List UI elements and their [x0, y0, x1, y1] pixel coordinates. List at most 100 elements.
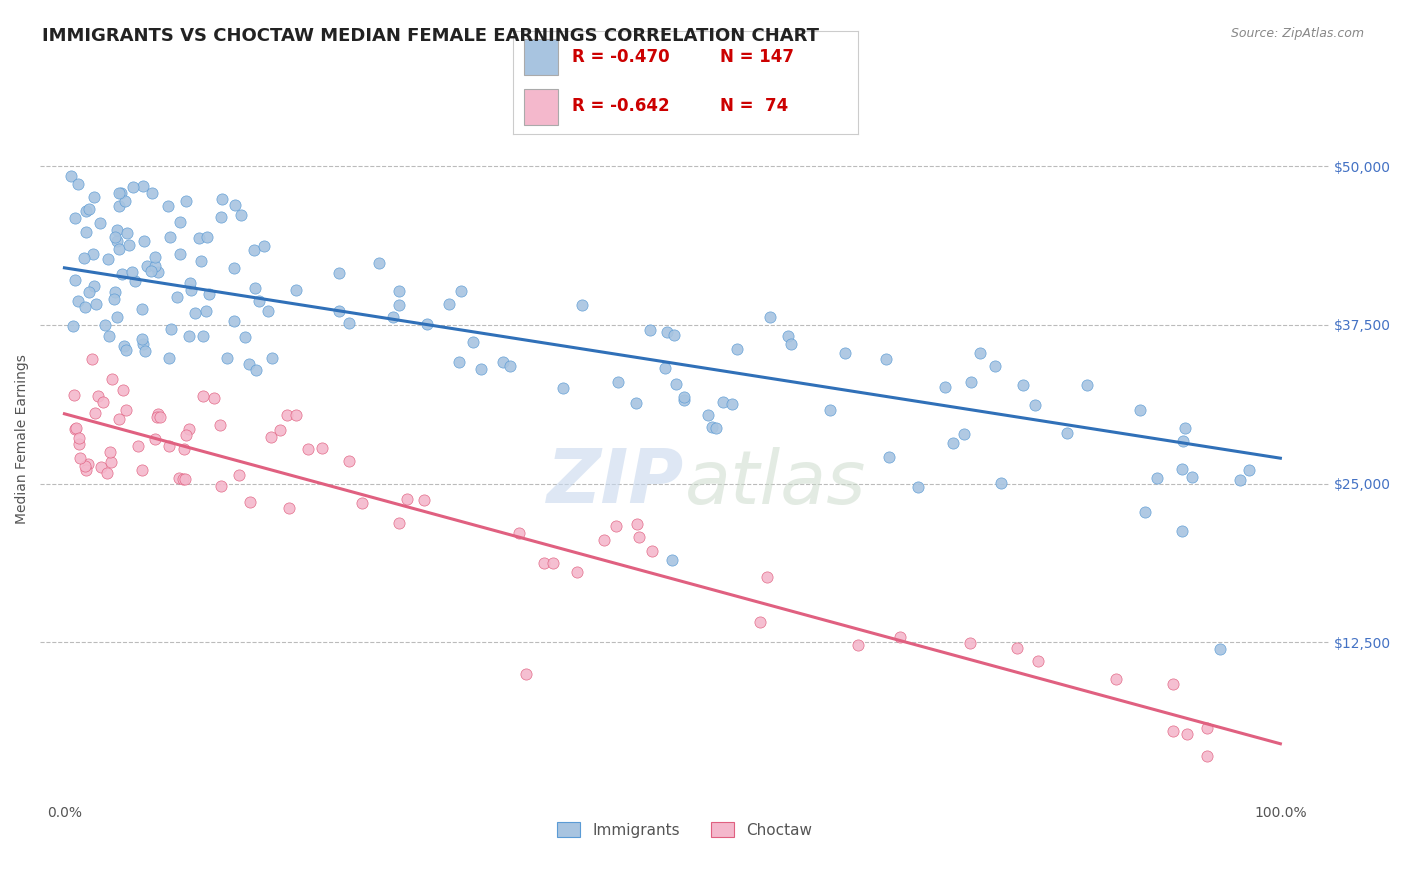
Point	[388, 516, 411, 531]
Point	[134, 234, 156, 248]
Point	[132, 336, 155, 351]
Point	[143, 260, 166, 274]
Text: ZIP: ZIP	[547, 446, 685, 519]
Point	[533, 556, 555, 570]
Point	[1171, 524, 1194, 539]
Point	[80, 351, 103, 366]
Point	[508, 526, 530, 541]
FancyBboxPatch shape	[523, 39, 558, 75]
Point	[169, 215, 191, 229]
Point	[104, 230, 127, 244]
Point	[100, 455, 122, 469]
Text: N = 147: N = 147	[720, 48, 794, 66]
Point	[551, 381, 574, 395]
Point	[641, 543, 664, 558]
Point	[172, 472, 194, 486]
Point	[177, 421, 200, 435]
Point	[136, 259, 159, 273]
Point	[416, 317, 439, 331]
Point	[179, 328, 201, 343]
Point	[499, 359, 522, 374]
Point	[1024, 398, 1046, 412]
Point	[174, 194, 197, 209]
Point	[87, 389, 110, 403]
Point	[111, 268, 134, 282]
Point	[969, 346, 991, 360]
Point	[67, 431, 90, 445]
Point	[412, 492, 434, 507]
Point	[75, 203, 97, 218]
Point	[131, 463, 153, 477]
Point	[93, 394, 115, 409]
Point	[98, 445, 121, 459]
Point	[381, 310, 404, 325]
Point	[711, 395, 734, 409]
Point	[450, 284, 472, 298]
Point	[65, 273, 87, 287]
Point	[105, 234, 128, 248]
Point	[388, 285, 411, 299]
Point	[990, 475, 1012, 490]
Text: N =  74: N = 74	[720, 96, 789, 114]
Point	[1012, 378, 1035, 392]
Point	[571, 298, 593, 312]
Point	[875, 352, 897, 367]
Point	[276, 409, 298, 423]
Point	[437, 297, 460, 311]
Point	[89, 216, 111, 230]
Point	[77, 457, 100, 471]
Point	[725, 343, 748, 357]
Point	[1056, 425, 1078, 440]
Point	[700, 420, 723, 434]
Point	[180, 283, 202, 297]
Point	[952, 426, 974, 441]
Point	[217, 351, 239, 365]
Point	[115, 343, 138, 357]
Point	[607, 376, 630, 390]
Point	[124, 274, 146, 288]
Point	[593, 533, 616, 547]
Point	[492, 355, 515, 369]
Point	[755, 569, 778, 583]
Point	[626, 517, 648, 532]
Point	[159, 230, 181, 244]
Point	[209, 479, 232, 493]
Point	[75, 463, 97, 477]
Point	[149, 410, 172, 425]
Point	[209, 210, 232, 224]
Point	[156, 199, 179, 213]
Point	[101, 372, 124, 386]
Point	[114, 194, 136, 209]
Legend: Immigrants, Choctaw: Immigrants, Choctaw	[551, 815, 818, 844]
Point	[108, 412, 131, 426]
Point	[720, 397, 742, 411]
Point	[661, 553, 683, 567]
Point	[673, 390, 696, 404]
Text: R = -0.470: R = -0.470	[572, 48, 669, 66]
Point	[173, 442, 195, 456]
Point	[704, 421, 727, 435]
Point	[470, 362, 492, 376]
Point	[260, 430, 283, 444]
Point	[69, 437, 91, 451]
Point	[73, 300, 96, 314]
Point	[228, 468, 250, 483]
Point	[1174, 421, 1197, 435]
Point	[238, 357, 260, 371]
Point	[224, 314, 246, 328]
Point	[134, 344, 156, 359]
Point	[907, 480, 929, 494]
Point	[672, 393, 695, 408]
Point	[90, 459, 112, 474]
Point	[1197, 749, 1219, 764]
Point	[77, 202, 100, 216]
Point	[83, 278, 105, 293]
Point	[69, 451, 91, 466]
Text: R = -0.642: R = -0.642	[572, 96, 669, 114]
Point	[253, 239, 276, 253]
Point	[77, 285, 100, 300]
Point	[1133, 505, 1156, 519]
Point	[98, 328, 121, 343]
Point	[1175, 727, 1198, 741]
Point	[174, 472, 197, 486]
